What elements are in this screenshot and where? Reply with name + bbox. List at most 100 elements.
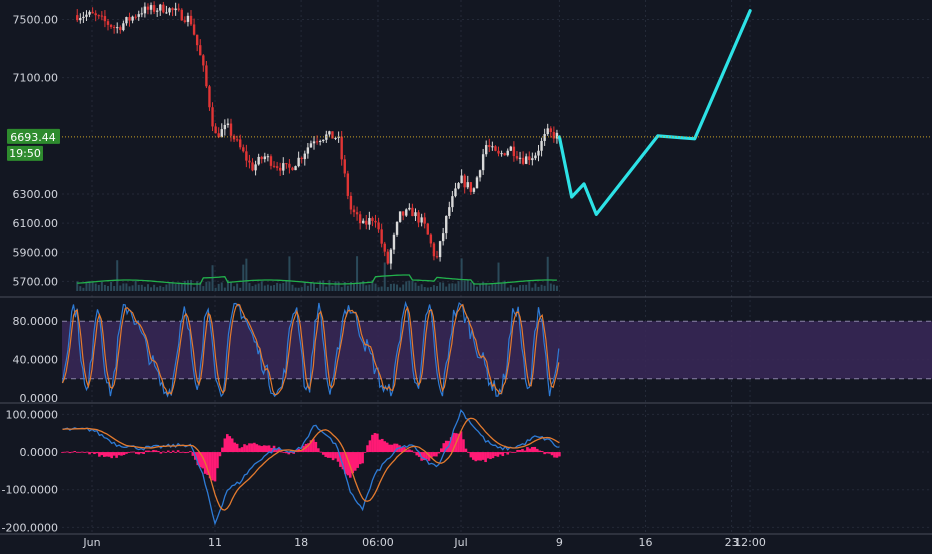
macd-histogram-bar bbox=[189, 451, 192, 453]
candle-body bbox=[454, 188, 457, 197]
volume-bar bbox=[380, 286, 383, 291]
macd-histogram-bar bbox=[380, 438, 384, 453]
macd-histogram-bar bbox=[553, 452, 556, 458]
volume-bar bbox=[454, 283, 457, 291]
volume-bar bbox=[269, 285, 272, 291]
price-tick-label: 6100.00 bbox=[13, 217, 59, 230]
candle-body bbox=[346, 173, 350, 196]
macd-histogram-bar bbox=[351, 452, 355, 474]
macd-histogram-bar bbox=[142, 452, 145, 454]
volume-bar bbox=[500, 283, 503, 291]
macd-histogram-bar bbox=[459, 431, 463, 453]
price-pane[interactable] bbox=[62, 1, 932, 291]
candle-body bbox=[165, 12, 168, 14]
macd-histogram-bar bbox=[410, 450, 414, 453]
volume-bar bbox=[466, 280, 469, 291]
macd-histogram-bar bbox=[257, 445, 261, 453]
candle-body bbox=[463, 175, 466, 188]
volume-bar bbox=[386, 286, 389, 291]
macd-histogram-bar bbox=[324, 452, 327, 457]
macd-histogram-bar bbox=[299, 450, 303, 453]
macd-histogram-bar bbox=[506, 452, 510, 455]
macd-histogram-bar bbox=[486, 452, 490, 459]
macd-histogram-bar bbox=[321, 452, 325, 455]
macd-pane[interactable] bbox=[61, 408, 561, 526]
volume-bar bbox=[399, 287, 402, 291]
macd-histogram-bar bbox=[331, 452, 335, 461]
macd-histogram-bar bbox=[385, 442, 389, 453]
candle-body bbox=[297, 157, 300, 167]
candle-body bbox=[199, 45, 202, 56]
volume-bar bbox=[497, 262, 500, 291]
volume-bar bbox=[294, 287, 297, 291]
candle-body bbox=[469, 182, 473, 192]
macd-histogram-bar bbox=[245, 445, 249, 453]
volume-bar bbox=[300, 287, 303, 291]
volume-bar bbox=[97, 284, 100, 291]
macd-histogram-bar bbox=[157, 451, 160, 453]
macd-histogram-bar bbox=[358, 452, 362, 465]
candle-body bbox=[358, 214, 362, 224]
macd-histogram-bar bbox=[437, 452, 441, 454]
candle-body bbox=[322, 139, 325, 142]
volume-bar bbox=[457, 281, 460, 291]
stochastic-pane[interactable] bbox=[61, 300, 932, 398]
macd-histogram-bar bbox=[543, 452, 546, 455]
volume-bar bbox=[525, 284, 528, 291]
volume-bar bbox=[128, 286, 131, 291]
volume-bar bbox=[540, 284, 543, 291]
candle-body bbox=[460, 175, 463, 184]
volume-bar bbox=[365, 285, 368, 291]
macd-histogram-bar bbox=[147, 450, 150, 453]
volume-bar bbox=[159, 285, 162, 291]
candle-body bbox=[408, 207, 411, 210]
volume-bar bbox=[110, 281, 113, 291]
candle-body bbox=[365, 220, 368, 225]
volume-bar bbox=[180, 283, 183, 291]
candle-body bbox=[349, 195, 353, 210]
candle-body bbox=[116, 27, 119, 29]
candle-body bbox=[278, 167, 282, 171]
candle-body bbox=[466, 182, 469, 188]
volume-bar bbox=[288, 256, 291, 291]
candle-body bbox=[537, 150, 540, 156]
macd-histogram-bar bbox=[250, 443, 254, 453]
last-price-badge bbox=[7, 128, 60, 144]
candle-body bbox=[103, 16, 107, 22]
candle-body bbox=[211, 107, 214, 127]
macd-histogram-bar bbox=[152, 450, 155, 453]
candle-body bbox=[340, 136, 343, 160]
macd-histogram-bar bbox=[159, 452, 163, 454]
candle-body bbox=[521, 157, 525, 164]
volume-bar bbox=[94, 283, 97, 291]
volume-bar bbox=[156, 287, 159, 291]
candle-body bbox=[223, 124, 227, 130]
price-tick-label: 5700.00 bbox=[13, 275, 59, 288]
candle-body bbox=[242, 147, 245, 152]
volume-bar bbox=[389, 283, 392, 291]
candle-body bbox=[76, 15, 79, 21]
stoch-tick-label: 40.0000 bbox=[13, 354, 59, 367]
volume-bar bbox=[309, 281, 312, 291]
volume-bar bbox=[106, 286, 109, 291]
candle-body bbox=[445, 215, 448, 234]
macd-histogram-bar bbox=[100, 452, 104, 456]
volume-bar bbox=[316, 287, 319, 291]
candle-body bbox=[82, 16, 85, 19]
macd-histogram-bar bbox=[388, 444, 391, 453]
volume-bar bbox=[202, 286, 205, 291]
volume-bar bbox=[199, 282, 202, 291]
x-tick-label: Jul bbox=[453, 536, 467, 549]
macd-histogram-bar bbox=[425, 452, 428, 460]
macd-histogram-bar bbox=[137, 452, 141, 455]
candle-body bbox=[528, 156, 531, 161]
macd-histogram-bar bbox=[403, 447, 406, 453]
macd-histogram-bar bbox=[353, 452, 357, 471]
candle-body bbox=[524, 156, 528, 164]
candle-body bbox=[155, 10, 159, 12]
candle-body bbox=[232, 135, 236, 140]
x-tick-label: 16 bbox=[639, 536, 653, 549]
candle-body bbox=[168, 8, 171, 13]
